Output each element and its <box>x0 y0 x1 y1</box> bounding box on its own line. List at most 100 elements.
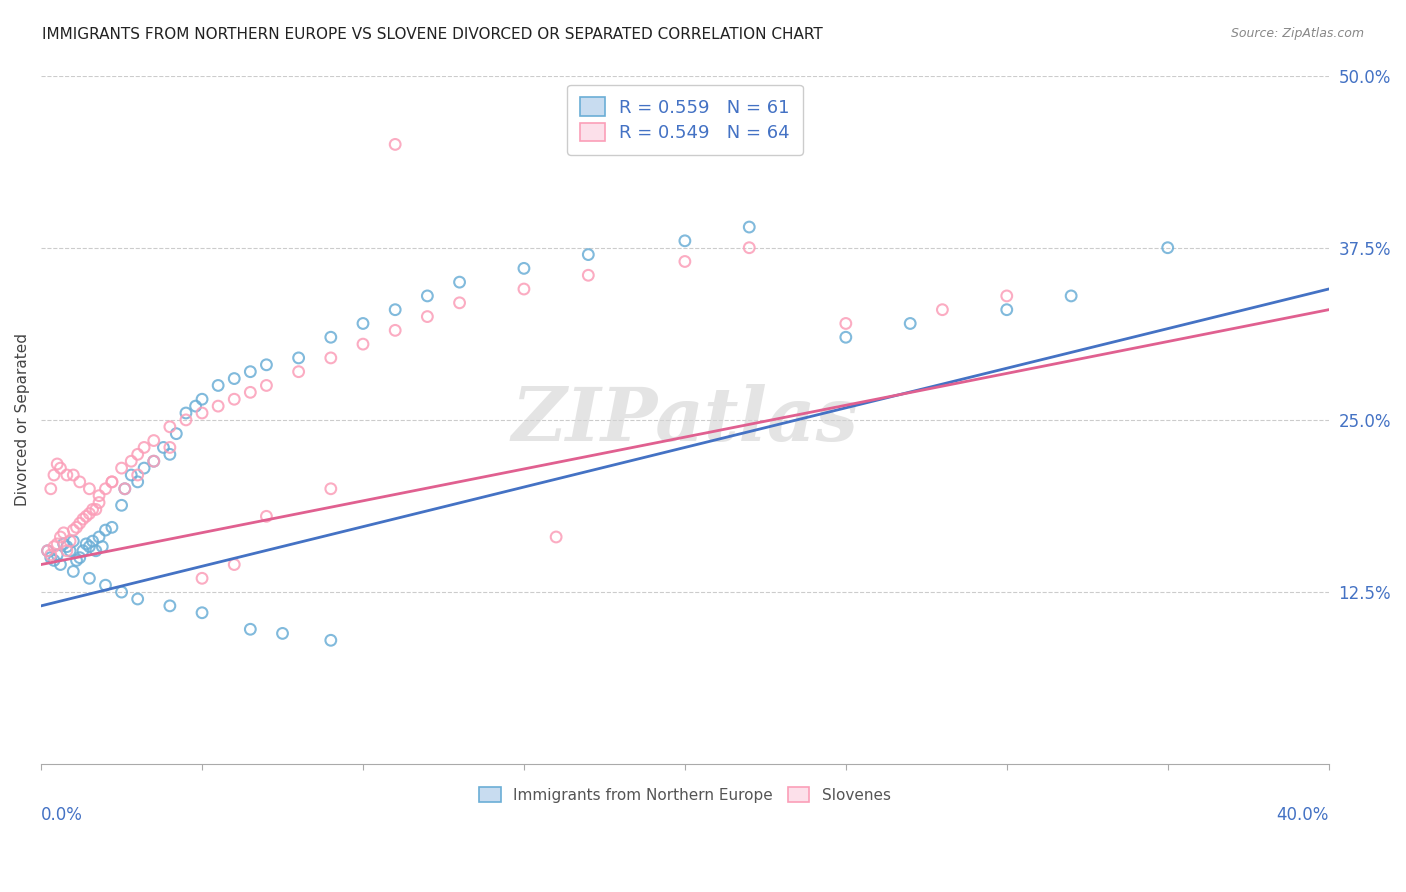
Point <box>42 553 65 567</box>
Point <box>184 399 207 413</box>
Point <box>207 378 229 392</box>
Point <box>513 282 536 296</box>
Point <box>62 534 84 549</box>
Point <box>287 351 309 365</box>
Point <box>673 254 696 268</box>
Point <box>271 626 294 640</box>
Point <box>576 247 599 261</box>
Point <box>159 419 181 434</box>
Point <box>94 523 117 537</box>
Point <box>191 406 214 420</box>
Point <box>46 457 69 471</box>
Point <box>56 468 79 483</box>
Point <box>384 323 406 337</box>
Point <box>52 525 75 540</box>
Point <box>835 317 858 331</box>
Point <box>159 447 181 461</box>
Point <box>738 241 761 255</box>
Point <box>319 482 342 496</box>
Text: 40.0%: 40.0% <box>1277 805 1329 823</box>
Text: IMMIGRANTS FROM NORTHERN EUROPE VS SLOVENE DIVORCED OR SEPARATED CORRELATION CHA: IMMIGRANTS FROM NORTHERN EUROPE VS SLOVE… <box>42 27 823 42</box>
Point <box>127 447 149 461</box>
Point <box>224 371 246 385</box>
Point <box>39 548 62 562</box>
Point <box>69 550 91 565</box>
Point <box>114 482 136 496</box>
Point <box>931 302 953 317</box>
Point <box>416 289 439 303</box>
Point <box>91 540 114 554</box>
Point <box>110 585 132 599</box>
Text: Source: ZipAtlas.com: Source: ZipAtlas.com <box>1230 27 1364 40</box>
Point <box>127 591 149 606</box>
Point <box>49 461 72 475</box>
Point <box>84 502 107 516</box>
Point <box>159 441 181 455</box>
Point <box>72 543 94 558</box>
Point <box>191 571 214 585</box>
Point <box>673 234 696 248</box>
Point <box>152 441 174 455</box>
Point <box>224 392 246 407</box>
Point <box>49 558 72 572</box>
Point <box>416 310 439 324</box>
Point <box>165 426 187 441</box>
Point <box>132 461 155 475</box>
Point <box>46 537 69 551</box>
Point <box>56 540 79 554</box>
Point <box>254 358 277 372</box>
Point <box>513 261 536 276</box>
Point <box>87 489 110 503</box>
Point <box>110 498 132 512</box>
Point <box>449 275 471 289</box>
Point <box>142 454 165 468</box>
Point <box>46 548 69 562</box>
Point <box>835 330 858 344</box>
Point <box>1157 241 1180 255</box>
Point <box>142 454 165 468</box>
Point <box>56 543 79 558</box>
Point <box>319 351 342 365</box>
Point <box>576 268 599 283</box>
Point <box>69 475 91 489</box>
Point <box>995 289 1018 303</box>
Point <box>37 543 59 558</box>
Text: 0.0%: 0.0% <box>41 805 83 823</box>
Point <box>898 317 921 331</box>
Point <box>207 399 229 413</box>
Point <box>101 475 124 489</box>
Point <box>94 578 117 592</box>
Point <box>254 509 277 524</box>
Point <box>114 482 136 496</box>
Point <box>191 606 214 620</box>
Point <box>37 543 59 558</box>
Point <box>384 137 406 152</box>
Point <box>352 317 374 331</box>
Point <box>39 482 62 496</box>
Point <box>174 406 197 420</box>
Point <box>65 520 87 534</box>
Point <box>39 550 62 565</box>
Point <box>62 468 84 483</box>
Point <box>82 502 104 516</box>
Point <box>120 454 142 468</box>
Point <box>239 385 262 400</box>
Point <box>319 330 342 344</box>
Point <box>62 565 84 579</box>
Point <box>224 558 246 572</box>
Point <box>132 441 155 455</box>
Point <box>546 530 568 544</box>
Point <box>52 537 75 551</box>
Point <box>65 553 87 567</box>
Point <box>127 468 149 483</box>
Point <box>254 378 277 392</box>
Point <box>75 509 97 524</box>
Point <box>75 537 97 551</box>
Point <box>79 571 101 585</box>
Point <box>94 482 117 496</box>
Point <box>120 468 142 483</box>
Point <box>239 365 262 379</box>
Point <box>127 475 149 489</box>
Point <box>59 534 82 549</box>
Y-axis label: Divorced or Separated: Divorced or Separated <box>15 334 30 507</box>
